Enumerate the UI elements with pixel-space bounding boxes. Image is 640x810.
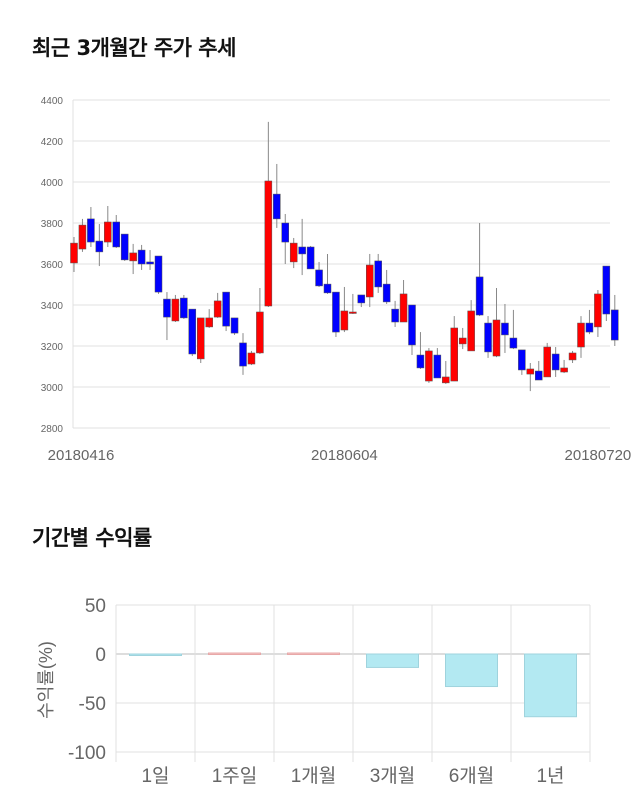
bar xyxy=(287,652,340,656)
bar xyxy=(366,653,419,668)
y-tick-label: -100 xyxy=(68,743,106,764)
candle-body xyxy=(154,255,163,293)
y-tick-label: 50 xyxy=(85,596,106,617)
candle-body xyxy=(205,317,213,328)
candle-body xyxy=(222,291,230,327)
candle-body xyxy=(551,353,560,371)
y-tick-label: 2800 xyxy=(41,424,64,435)
bar xyxy=(524,653,577,718)
candle-body xyxy=(340,310,349,331)
candle-body xyxy=(442,376,450,384)
candle-body xyxy=(467,310,475,352)
candle-body xyxy=(256,311,264,354)
x-tick-label: 20180720 xyxy=(565,447,632,464)
candle-body xyxy=(560,367,568,373)
candle-body xyxy=(585,322,594,333)
candle-body xyxy=(306,246,315,270)
candle-body xyxy=(391,308,399,323)
candle-body xyxy=(112,221,120,248)
candle-body xyxy=(180,297,188,319)
candle-body xyxy=(146,261,154,265)
candle-body xyxy=(120,233,129,261)
x-tick-label: 1주일 xyxy=(212,765,258,787)
candle-body xyxy=(281,222,289,243)
candle-body xyxy=(458,337,467,345)
candle-body xyxy=(273,193,281,220)
price-chart-title: 최근 3개월간 주가 추세 xyxy=(32,36,236,60)
candle-body xyxy=(95,240,104,253)
candle-body xyxy=(366,264,374,298)
candle-body xyxy=(323,283,332,294)
y-tick-label: 4200 xyxy=(41,137,64,148)
candle-body xyxy=(535,370,543,381)
candle-body xyxy=(239,342,247,367)
candle-body xyxy=(518,349,526,371)
candlestick-chart: 2800 3000 3200 3400 3600 3800 4000 4200 4400 2018… xyxy=(41,96,632,464)
candle-body xyxy=(433,354,442,379)
candle-body xyxy=(289,242,298,263)
candle-body xyxy=(484,322,492,353)
candle-body xyxy=(594,293,602,328)
y-tick-label: 0 xyxy=(95,645,106,666)
y-tick-label: 4000 xyxy=(41,178,64,189)
candle-body xyxy=(399,293,408,323)
y-axis-label: 수익률(%) xyxy=(36,641,56,719)
x-tick-label: 20180604 xyxy=(311,447,378,464)
candle-body xyxy=(416,354,425,369)
candle-body xyxy=(230,317,239,334)
returns-chart-title: 기간별 수익률 xyxy=(32,526,152,550)
candle-body xyxy=(171,298,180,322)
candle-body xyxy=(315,269,323,287)
candle-body xyxy=(374,260,382,288)
x-tick-label: 6개월 xyxy=(449,765,495,787)
candle-body xyxy=(264,180,273,307)
y-tick-label: 3800 xyxy=(41,219,64,230)
candle-body xyxy=(78,224,87,250)
y-tick-label: 3200 xyxy=(41,342,64,353)
candle-body xyxy=(332,291,340,333)
candle-body xyxy=(611,309,619,341)
candle-body xyxy=(602,265,611,315)
candle-body xyxy=(526,368,535,375)
x-tick-label: 1일 xyxy=(141,765,169,787)
candle-body xyxy=(70,242,78,264)
candle-body xyxy=(247,352,256,365)
candle-body xyxy=(213,300,222,318)
candle-body xyxy=(129,252,137,262)
candle-body xyxy=(87,218,95,243)
x-tick-label: 1년 xyxy=(536,765,564,787)
candle-body xyxy=(357,294,366,304)
candle-body xyxy=(349,311,357,314)
candle-body xyxy=(104,221,112,243)
candle-body xyxy=(163,298,171,318)
candle-body xyxy=(450,327,458,382)
candle-body xyxy=(425,350,433,382)
y-tick-label: 3000 xyxy=(41,383,64,394)
y-tick-label: 4400 xyxy=(41,96,64,107)
bar xyxy=(445,653,498,688)
y-tick-label: -50 xyxy=(79,694,106,715)
x-tick-label: 1개월 xyxy=(291,765,337,787)
x-tick-label: 20180416 xyxy=(48,447,115,464)
bar xyxy=(208,652,261,656)
candle-body xyxy=(577,322,585,348)
candle-body xyxy=(509,337,518,349)
candle-body xyxy=(382,283,391,303)
candle-body xyxy=(197,317,205,360)
candle-body xyxy=(298,246,306,255)
x-tick-label: 3개월 xyxy=(370,765,416,787)
candle-body xyxy=(137,249,146,265)
candle-body xyxy=(188,308,197,355)
y-tick-label: 3400 xyxy=(41,301,64,312)
candle-body xyxy=(492,319,501,357)
candle-body xyxy=(543,346,551,378)
candle-body xyxy=(475,276,484,316)
candle-body xyxy=(568,352,577,361)
candle-body xyxy=(408,304,416,346)
bar xyxy=(129,653,182,656)
y-tick-label: 3600 xyxy=(41,260,64,271)
candle-body xyxy=(501,322,509,336)
